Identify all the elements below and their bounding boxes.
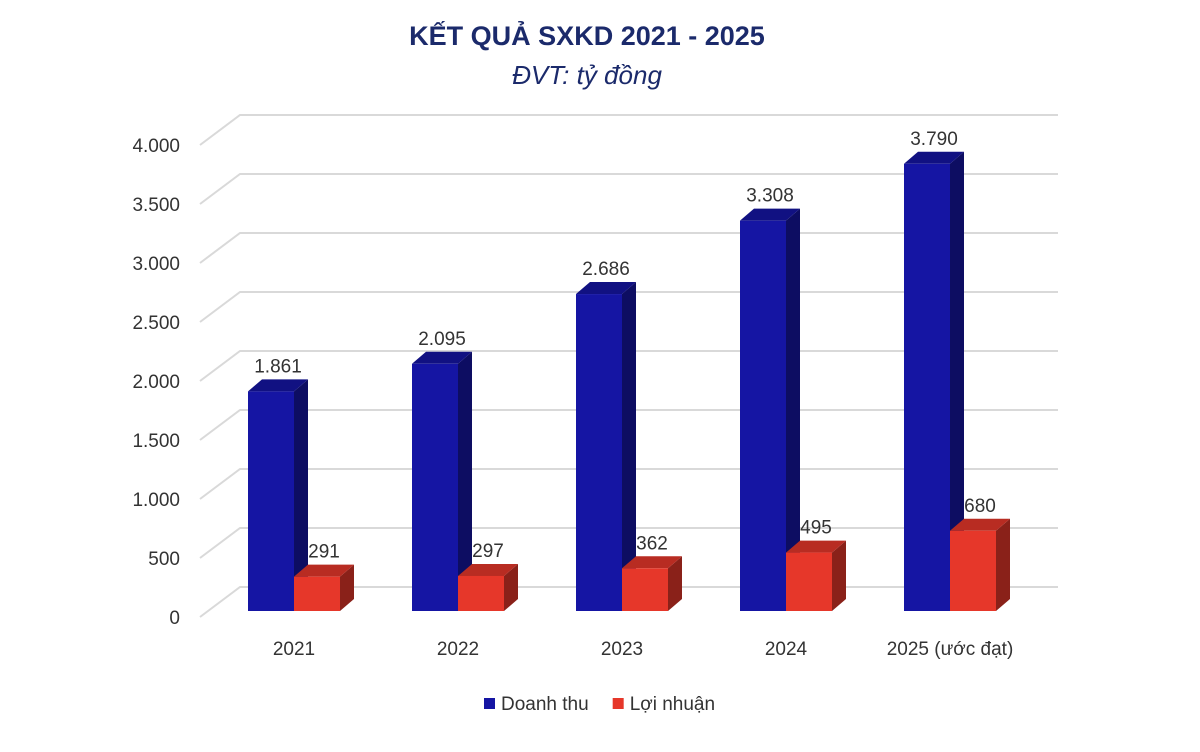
bar [458,575,504,611]
grid-line [199,173,1058,205]
data-label: 291 [308,542,340,563]
bar-top [950,518,1010,531]
bar [622,568,668,611]
bar-top [576,282,636,295]
y-tick-label: 0 [169,608,180,629]
legend-swatch [484,698,495,709]
bar [950,530,996,611]
legend-label: Lợi nhuận [630,694,715,715]
y-tick-label: 1.000 [132,490,180,511]
data-label: 495 [800,518,832,539]
bar [294,576,340,611]
bar-side [950,151,964,611]
x-tick-label: 2023 [601,639,643,660]
y-tick-label: 3.000 [132,254,180,275]
y-tick-label: 2.000 [132,372,180,393]
x-tick-label: 2025 (ước đạt) [887,639,1014,660]
bar-top [740,208,800,221]
bar-top [294,564,354,577]
bar-side [458,351,472,611]
chart-title: KẾT QUẢ SXKD 2021 - 2025 [409,19,765,51]
data-label: 2.686 [582,259,630,280]
bar-top [786,540,846,553]
data-label: 3.790 [910,129,958,150]
y-tick-label: 1.500 [132,431,180,452]
bar-side [340,564,354,611]
legend-swatch [612,698,624,709]
chart-subtitle: ĐVT: tỷ đồng [512,60,662,90]
bar [740,220,786,611]
bar-top [412,351,472,364]
grid-line [199,114,1058,146]
legend-label: Doanh thu [501,694,589,715]
bar-side [786,208,800,611]
y-tick-label: 2.500 [132,313,180,334]
data-label: 1.861 [254,356,302,377]
bar [412,363,458,611]
data-label: 297 [472,541,504,562]
bar-top [622,556,682,569]
bar [786,552,832,611]
bar-side [832,540,846,611]
bar-top [458,563,518,576]
bar-side [504,563,518,611]
bar-side [622,282,636,611]
bar-side [996,518,1010,611]
y-tick-label: 3.500 [132,195,180,216]
x-tick-label: 2024 [765,639,808,660]
y-tick-label: 500 [148,549,180,570]
y-tick-label: 4.000 [132,136,180,157]
bar [904,163,950,611]
bar-top [904,151,964,164]
bar [576,294,622,611]
data-label: 2.095 [418,329,466,350]
data-label: 680 [964,496,996,517]
data-label: 362 [636,533,668,554]
data-label: 3.308 [746,186,794,207]
bar [248,391,294,611]
bar-side [668,556,682,611]
x-tick-label: 2021 [273,639,315,660]
bar-side [294,379,308,611]
x-tick-label: 2022 [437,639,479,660]
bar-top [248,379,308,392]
